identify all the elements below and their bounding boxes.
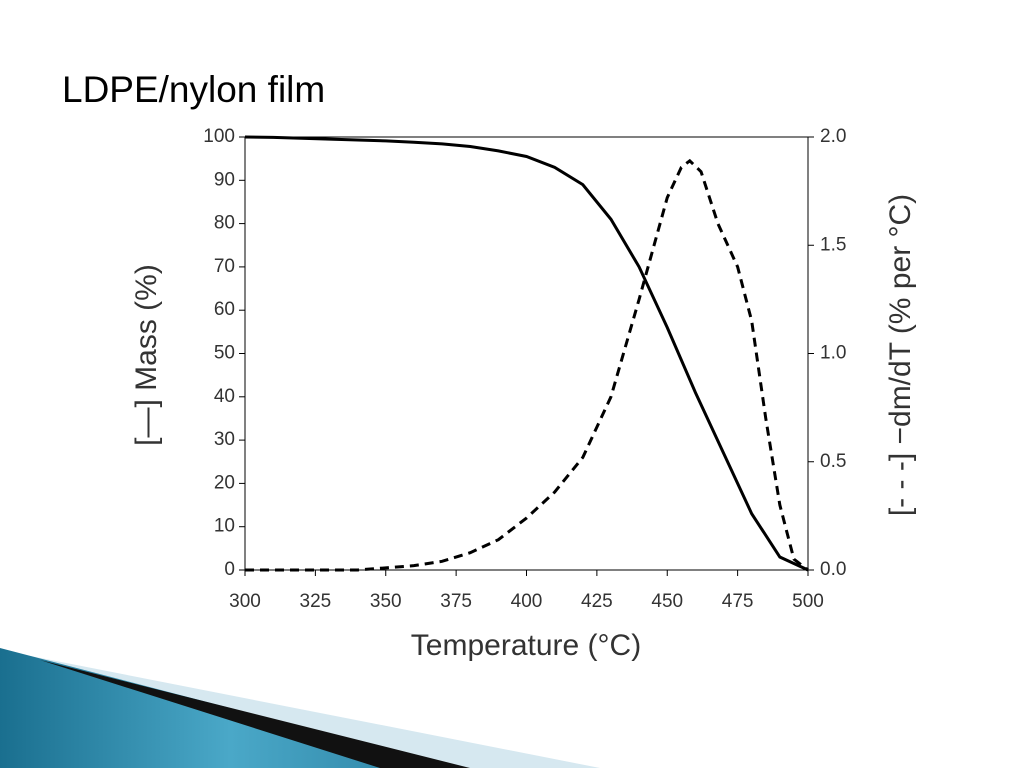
decor-dark: [40, 660, 470, 768]
y-tick-label: 60: [214, 299, 235, 320]
y2-tick-label: 2.0: [820, 126, 846, 147]
x-tick-label: 450: [651, 591, 683, 612]
x-tick-label: 325: [300, 591, 332, 612]
x-tick-label: 475: [722, 591, 754, 612]
y-tick-label: 90: [214, 169, 235, 190]
y2-tick-label: 1.5: [820, 234, 846, 255]
y2-tick-label: 1.0: [820, 343, 846, 364]
x-axis-label: Temperature (°C): [411, 629, 641, 662]
y2-tick-label: 0.0: [820, 559, 846, 580]
y2-axis-label: [- - -] −dm/dT (% per °C): [884, 194, 917, 516]
y-tick-label: 30: [214, 429, 235, 450]
x-tick-label: 500: [792, 591, 824, 612]
y2-tick-label: 0.5: [820, 451, 846, 472]
x-tick-label: 375: [440, 591, 472, 612]
y-tick-label: 0: [224, 559, 235, 580]
x-tick-label: 400: [511, 591, 543, 612]
plot-frame: [244, 136, 809, 571]
y-tick-label: 80: [214, 213, 235, 234]
y-tick-label: 100: [203, 126, 235, 147]
series-line: [244, 135, 809, 572]
y-tick-label: 50: [214, 343, 235, 364]
chart-title: LDPE/nylon film: [62, 69, 325, 110]
y-tick-label: 40: [214, 386, 235, 407]
x-tick-label: 300: [229, 591, 261, 612]
y-tick-label: 10: [214, 516, 235, 537]
y-tick-label: 70: [214, 256, 235, 277]
x-tick-label: 350: [370, 591, 402, 612]
x-tick-label: 425: [581, 591, 613, 612]
y-axis-label: [—] Mass (%): [130, 264, 163, 446]
series-line: [245, 158, 809, 572]
y-tick-label: 20: [214, 472, 235, 493]
